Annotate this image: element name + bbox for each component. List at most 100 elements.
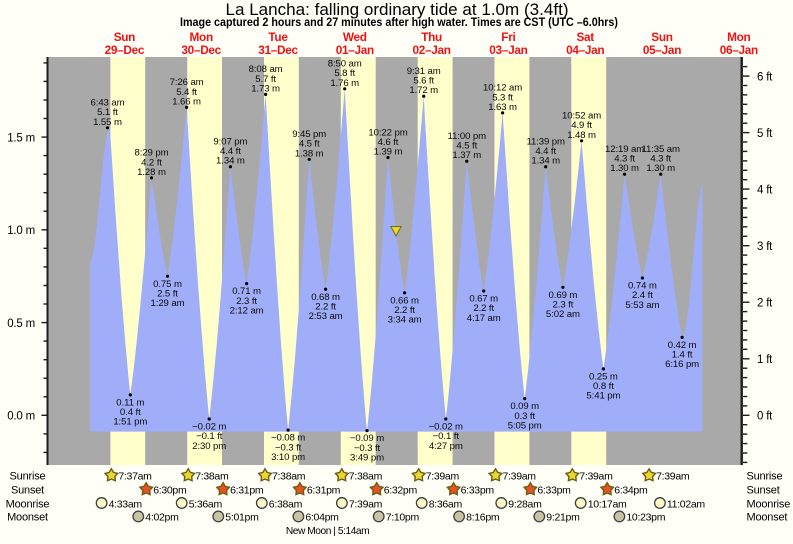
svg-text:11:00 pm: 11:00 pm xyxy=(448,131,487,142)
svg-text:4.2 ft: 4.2 ft xyxy=(141,157,162,168)
svg-text:1:51 pm: 1:51 pm xyxy=(113,417,147,428)
svg-text:10:23pm: 10:23pm xyxy=(626,512,665,524)
svg-text:Fri: Fri xyxy=(501,30,515,44)
svg-text:Thu: Thu xyxy=(421,30,442,44)
svg-text:2.4 ft: 2.4 ft xyxy=(632,290,653,301)
svg-text:−0.02 m: −0.02 m xyxy=(192,422,226,433)
svg-text:6:04pm: 6:04pm xyxy=(305,512,339,524)
svg-text:Image captured 2 hours and 27: Image captured 2 hours and 27 minutes af… xyxy=(180,15,618,29)
svg-text:1.34 m: 1.34 m xyxy=(531,156,560,167)
svg-text:7:39am: 7:39am xyxy=(656,471,690,483)
svg-text:4.5 ft: 4.5 ft xyxy=(299,139,320,150)
svg-text:8:50 am: 8:50 am xyxy=(328,59,362,70)
svg-text:4.4 ft: 4.4 ft xyxy=(220,146,241,157)
svg-text:3:34 am: 3:34 am xyxy=(388,315,422,326)
svg-text:0.11 m: 0.11 m xyxy=(116,398,144,409)
svg-text:Sunrise: Sunrise xyxy=(10,471,46,483)
svg-text:9:07 pm: 9:07 pm xyxy=(213,137,247,148)
svg-text:9:45 pm: 9:45 pm xyxy=(292,129,326,140)
svg-text:6:30pm: 6:30pm xyxy=(153,485,187,497)
svg-text:2.3 ft: 2.3 ft xyxy=(553,300,574,311)
svg-text:8:29 pm: 8:29 pm xyxy=(135,148,169,159)
svg-text:01–Jan: 01–Jan xyxy=(336,43,374,57)
svg-text:6:32pm: 6:32pm xyxy=(384,485,418,497)
svg-text:05–Jan: 05–Jan xyxy=(643,43,681,57)
svg-text:0.0 m: 0.0 m xyxy=(7,411,35,423)
svg-text:0.67 m: 0.67 m xyxy=(469,294,498,305)
svg-text:6:16 pm: 6:16 pm xyxy=(665,359,699,370)
svg-text:7:26 am: 7:26 am xyxy=(170,77,204,88)
svg-text:0.3 ft: 0.3 ft xyxy=(514,411,535,422)
svg-text:10:22 pm: 10:22 pm xyxy=(368,127,407,138)
svg-text:1.37 m: 1.37 m xyxy=(452,150,481,161)
svg-text:4.9 ft: 4.9 ft xyxy=(571,120,592,131)
svg-text:6:34pm: 6:34pm xyxy=(614,485,648,497)
svg-text:La Lancha: falling ordinary t: La Lancha: falling ordinary tide at 1.0m… xyxy=(226,0,569,19)
svg-text:5 ft: 5 ft xyxy=(757,128,773,140)
svg-text:7:10pm: 7:10pm xyxy=(386,512,420,524)
svg-text:04–Jan: 04–Jan xyxy=(566,43,604,57)
svg-text:1.30 m: 1.30 m xyxy=(646,163,675,174)
svg-text:Moonrise: Moonrise xyxy=(747,498,791,510)
svg-text:2.2 ft: 2.2 ft xyxy=(315,301,336,312)
svg-text:5.6 ft: 5.6 ft xyxy=(413,76,434,87)
svg-text:7:37am: 7:37am xyxy=(118,471,152,483)
svg-text:2.2 ft: 2.2 ft xyxy=(394,305,415,316)
svg-text:5:02 am: 5:02 am xyxy=(546,309,580,320)
svg-text:0.5 m: 0.5 m xyxy=(7,318,35,330)
svg-text:0.42 m: 0.42 m xyxy=(668,340,697,351)
svg-text:1.63 m: 1.63 m xyxy=(488,102,517,113)
svg-text:4.4 ft: 4.4 ft xyxy=(535,146,556,157)
svg-text:03–Jan: 03–Jan xyxy=(489,43,527,57)
svg-text:5.3 ft: 5.3 ft xyxy=(492,92,513,103)
svg-text:1.72 m: 1.72 m xyxy=(409,85,438,96)
svg-text:1.4 ft: 1.4 ft xyxy=(672,350,693,361)
svg-text:5:01pm: 5:01pm xyxy=(225,512,259,524)
svg-text:9:28am: 9:28am xyxy=(508,498,542,510)
svg-text:3:10 pm: 3:10 pm xyxy=(271,452,305,463)
svg-text:10:17am: 10:17am xyxy=(588,498,627,510)
svg-text:4:33am: 4:33am xyxy=(109,498,143,510)
svg-text:Moonset: Moonset xyxy=(747,512,788,524)
svg-text:0.75 m: 0.75 m xyxy=(153,279,182,290)
svg-text:1.39 m: 1.39 m xyxy=(374,147,403,158)
svg-text:11:02am: 11:02am xyxy=(667,498,706,510)
svg-text:5:53 am: 5:53 am xyxy=(625,300,659,311)
svg-text:0.74 m: 0.74 m xyxy=(628,281,657,292)
svg-text:7:39am: 7:39am xyxy=(503,471,537,483)
svg-text:Mon: Mon xyxy=(727,30,750,44)
svg-text:−0.02 m: −0.02 m xyxy=(429,422,463,433)
svg-text:06–Jan: 06–Jan xyxy=(720,43,758,57)
svg-text:1.38 m: 1.38 m xyxy=(295,148,324,159)
svg-text:5.8 ft: 5.8 ft xyxy=(334,68,355,79)
svg-text:11:35 am: 11:35 am xyxy=(641,144,680,155)
svg-text:6:38am: 6:38am xyxy=(269,498,303,510)
svg-text:New Moon | 5:14am: New Moon | 5:14am xyxy=(286,526,369,537)
svg-text:8:08 am: 8:08 am xyxy=(249,64,283,75)
svg-text:1.73 m: 1.73 m xyxy=(251,83,280,94)
svg-text:2.3 ft: 2.3 ft xyxy=(236,296,257,307)
svg-text:3:49 pm: 3:49 pm xyxy=(350,452,384,463)
svg-text:−0.09 m: −0.09 m xyxy=(350,433,384,444)
svg-text:4.3 ft: 4.3 ft xyxy=(650,154,671,165)
svg-text:8:16pm: 8:16pm xyxy=(466,512,500,524)
svg-text:11:39 pm: 11:39 pm xyxy=(526,137,565,148)
svg-text:5.4 ft: 5.4 ft xyxy=(176,87,197,98)
svg-text:2:30 pm: 2:30 pm xyxy=(192,441,226,452)
svg-text:1.30 m: 1.30 m xyxy=(610,163,639,174)
svg-text:7:38am: 7:38am xyxy=(349,471,383,483)
svg-text:0.68 m: 0.68 m xyxy=(311,292,340,303)
svg-text:0.09 m: 0.09 m xyxy=(510,401,539,412)
svg-text:1 ft: 1 ft xyxy=(757,354,773,366)
svg-text:2:12 am: 2:12 am xyxy=(230,305,264,316)
svg-text:1.48 m: 1.48 m xyxy=(567,130,596,141)
svg-text:0.71 m: 0.71 m xyxy=(232,286,261,297)
svg-text:02–Jan: 02–Jan xyxy=(412,43,450,57)
svg-text:4:17 am: 4:17 am xyxy=(467,313,501,324)
svg-text:Tue: Tue xyxy=(268,30,288,44)
svg-text:1.28 m: 1.28 m xyxy=(137,167,166,178)
svg-text:Moonset: Moonset xyxy=(7,512,48,524)
svg-text:−0.3 ft: −0.3 ft xyxy=(354,443,381,454)
svg-text:10:52 am: 10:52 am xyxy=(562,111,601,122)
svg-text:7:39am: 7:39am xyxy=(579,471,613,483)
